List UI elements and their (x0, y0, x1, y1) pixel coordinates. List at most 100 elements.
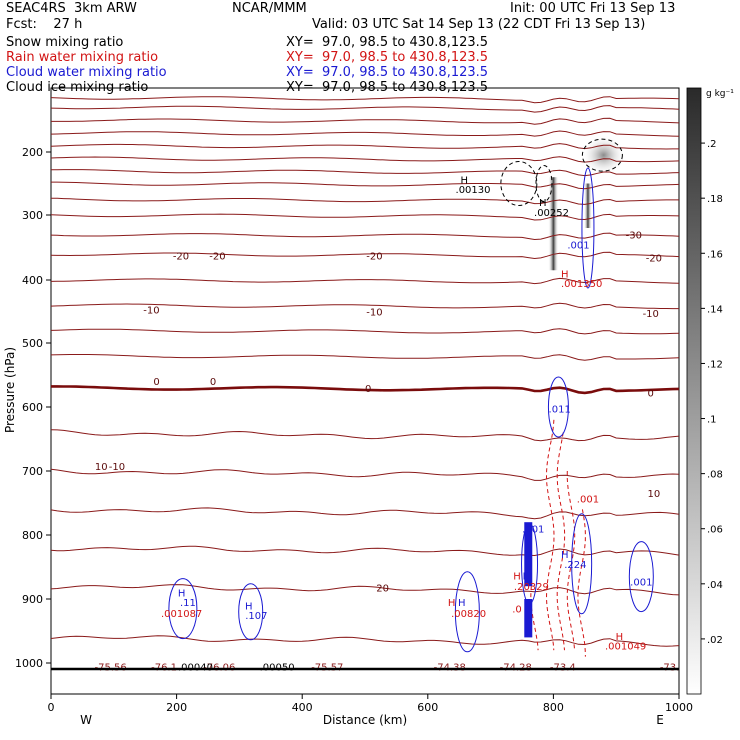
cloud-water-contour (547, 376, 569, 438)
cloud-ice-contour (581, 138, 623, 172)
colorbar-tick-label: .02 (707, 635, 723, 646)
maximum-label: .20329 (514, 582, 549, 593)
isotherm-line (50, 584, 680, 596)
rain-contour (566, 470, 576, 651)
isotherm-line (50, 169, 680, 177)
maximum-label: H (561, 270, 569, 281)
y-tick-label: 700 (22, 465, 43, 478)
isotherm-line (50, 429, 680, 442)
maximum-label: H (561, 550, 569, 561)
isotherm-line (51, 181, 680, 190)
cloud-ice-contours (500, 138, 623, 206)
isotherm-label: -20 (173, 251, 189, 262)
colorbar: .2 .18 .16 .14 .12 .1 .08 .06 .04 .02 g kg⁻¹ (686, 87, 734, 695)
isotherm-label: 20 (376, 583, 389, 594)
maximum-label: H (523, 571, 531, 582)
snow-shade-column (583, 183, 592, 228)
isotherm-label: -10 (109, 462, 125, 473)
colorbar-tick-label: .2 (707, 139, 717, 150)
isotherm-line (50, 197, 679, 205)
isotherm-label: -20 (366, 251, 382, 262)
maximum-label: .001 (567, 240, 589, 251)
x-tick-label: 0 (48, 701, 55, 714)
isotherm-line (50, 277, 680, 285)
cloud-water-contour (238, 583, 264, 641)
cloud-water-contour (571, 513, 593, 615)
maximum-label: .0 (512, 605, 522, 616)
x-axis-ticks: 0 200 400 600 800 1000 (48, 694, 693, 714)
colorbar-tick-label: .14 (707, 304, 723, 315)
cloud-water-core (524, 522, 533, 587)
cloud-ice-contour (535, 165, 553, 202)
west-label: W (80, 713, 92, 727)
isotherm-label: -10 (643, 309, 659, 320)
isotherm-label: -30 (626, 231, 642, 242)
isotherm-line (50, 251, 680, 260)
isotherm-label: -10 (143, 306, 159, 317)
x-tick-label: 400 (292, 701, 313, 714)
isotherm-line (50, 96, 680, 104)
isotherm-line (50, 130, 680, 137)
isotherm-line (50, 232, 680, 241)
cloud-water-contours (168, 167, 654, 653)
legend-cloudwater-xy: XY= 97.0, 98.5 to 430.8,123.5 (286, 65, 489, 80)
rain-contour (545, 419, 555, 651)
y-tick-label: 500 (22, 337, 43, 350)
isotherm-line (50, 468, 680, 481)
header-institution: NCAR/MMM (232, 1, 307, 16)
isotherm-label: 0 (365, 384, 371, 395)
header-valid-time: Valid: 03 UTC Sat 14 Sep 13 (22 CDT Fri … (312, 17, 646, 32)
maximum-label: H (178, 589, 186, 600)
colorbar-tick-label: .18 (707, 194, 723, 205)
rain-water-contours (530, 419, 586, 657)
cloud-ice-contour (500, 161, 538, 206)
header-title: SEAC4RS 3km ARW (6, 1, 137, 16)
isotherm-line (50, 507, 680, 520)
maximum-label: .00130 (456, 185, 491, 196)
cloud-water-contour (454, 571, 480, 653)
maximum-label: .107 (245, 611, 267, 622)
colorbar-unit: g kg⁻¹ (706, 89, 734, 99)
isotherm-line (50, 302, 679, 310)
rain-contour (577, 509, 586, 657)
y-tick-label: 800 (22, 529, 43, 542)
isotherm-label: 10 (648, 489, 661, 500)
maximum-label: .001049 (605, 642, 646, 653)
maximum-label: .001087 (161, 609, 202, 620)
y-axis-ticks: 200 300 400 500 600 700 800 900 1000 (15, 146, 51, 670)
isotherm-line (50, 328, 680, 335)
legend-rain-xy: XY= 97.0, 98.5 to 430.8,123.5 (286, 50, 489, 65)
y-tick-label: 300 (22, 209, 43, 222)
x-tick-label: 800 (543, 701, 564, 714)
maximum-label: H (245, 601, 253, 612)
isotherm-line (50, 635, 680, 647)
maximum-label: .001 (522, 525, 544, 536)
header-forecast-hour: Fcst: 27 h (6, 17, 83, 32)
isotherm-label: -20 (209, 251, 225, 262)
cloud-water-core (524, 599, 533, 638)
rain-contour (530, 586, 539, 651)
maximum-label: H (513, 571, 521, 582)
isotherm-line (50, 213, 680, 221)
cloud-water-contour (168, 578, 198, 640)
isotherm-line (50, 143, 679, 150)
isotherm-line (50, 156, 680, 163)
colorbar-tick-label: .1 (707, 415, 717, 426)
header-init-time: Init: 00 UTC Fri 13 Sep 13 (510, 1, 676, 16)
maximum-label: .11 (180, 598, 196, 609)
snow-shading (548, 135, 626, 271)
colorbar-tick-label: .16 (707, 249, 723, 260)
isotherm-line (50, 545, 680, 557)
legend-rain-name: Rain water mixing ratio (6, 50, 159, 65)
snow-shade-column (548, 177, 559, 271)
isotherm-line (50, 105, 680, 113)
y-tick-label: 200 (22, 146, 43, 159)
colorbar-tick-label: .12 (707, 359, 723, 370)
isotherm-line (51, 385, 680, 395)
snow-shade-blob (581, 135, 626, 176)
colorbar-tick-label: .06 (707, 525, 723, 536)
colorbar-tick-label: .08 (707, 470, 723, 481)
isotherm-label: -10 (366, 308, 382, 319)
legend-snow-xy: XY= 97.0, 98.5 to 430.8,123.5 (286, 35, 489, 50)
cloud-water-contour (581, 167, 595, 289)
